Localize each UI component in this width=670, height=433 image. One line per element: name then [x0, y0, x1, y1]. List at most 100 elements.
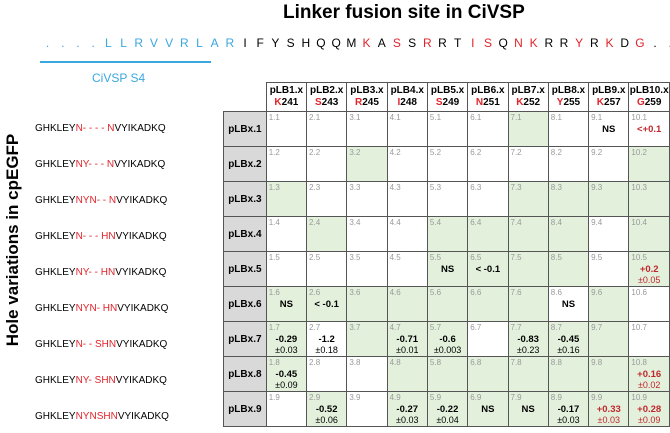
- grid-cell: 10.6: [628, 286, 670, 322]
- grid-cell: 9.4: [588, 216, 630, 252]
- cell-value: -0.71: [396, 334, 419, 345]
- cell-id: 2.1: [309, 113, 321, 122]
- cell-error: ±0.04: [436, 415, 459, 425]
- grid-cell: 1.5: [265, 251, 308, 287]
- column-name: pLB9.x: [592, 85, 626, 96]
- cell-value: -0.29: [275, 334, 298, 345]
- grid-cell: 1.8 -0.45 ±0.09: [265, 356, 308, 392]
- cell-id: 8.7: [550, 323, 562, 332]
- sequence-letter: L: [105, 36, 112, 50]
- column-residue: I248: [388, 97, 427, 109]
- sequence-letter: R: [544, 36, 554, 50]
- cell-id: 6.4: [470, 218, 482, 227]
- sequence-letter: L: [196, 36, 203, 50]
- sequence-letter: K: [605, 36, 614, 50]
- cell-id: 3.8: [349, 358, 361, 367]
- column-residue: Y255: [549, 97, 588, 109]
- sequence-letter: R: [590, 36, 599, 50]
- cell-id: 3.5: [349, 253, 361, 262]
- sequence-part: GHKLEY: [35, 231, 76, 242]
- cell-id: 1.2: [268, 148, 280, 157]
- cell-id: 7.9: [510, 393, 522, 402]
- sequence-letter: Q: [316, 36, 326, 50]
- cell-value: NS: [521, 404, 535, 415]
- grid-row: pLBx.7 1.7 -0.29 ±0.03 2.7 -1.2 ±0.18 3.7 4.7 -0.…: [223, 321, 670, 357]
- cell-id: 1.4: [268, 218, 280, 227]
- column-header: pLB10.x G259: [628, 82, 670, 112]
- grid-cell: 3.3: [346, 181, 388, 217]
- grid-cell: 8.2: [547, 146, 590, 182]
- cell-id: 2.2: [309, 148, 321, 157]
- cell-id: 6.6: [470, 288, 482, 297]
- sequence-letter: S: [484, 36, 493, 50]
- grid-cell: 5.5 NS: [426, 251, 469, 287]
- residue-letter: Y: [556, 97, 564, 108]
- sequence-part: NY- - - N: [75, 159, 115, 170]
- residue-number: 241: [281, 97, 299, 108]
- grid-cell: 6.3: [467, 181, 509, 217]
- grid-cell: 8.8: [547, 356, 590, 392]
- cell-error: ±0.06: [315, 415, 338, 425]
- grid-cell: 8.4: [547, 216, 590, 252]
- column-residue: K252: [509, 97, 548, 109]
- sequence-letter: D: [620, 36, 630, 50]
- grid-cell: 9.1 NS: [588, 111, 630, 147]
- grid-cell: 4.1: [386, 111, 428, 147]
- grid-cell: 1.2: [265, 146, 308, 182]
- grid-cell: 6.1: [467, 111, 509, 147]
- row-label: pLBx.6: [223, 286, 267, 322]
- grid-cell: 10.3: [628, 181, 670, 217]
- column-header: pLB2.x S243: [306, 82, 348, 112]
- cell-id: 6.5: [470, 253, 482, 262]
- grid-cell: 3.6: [346, 286, 388, 322]
- cell-id: 10.4: [631, 218, 647, 227]
- sequence-letter: S: [392, 36, 401, 50]
- cell-id: 10.6: [631, 288, 647, 297]
- sequence-part: GHKLEY: [35, 411, 76, 422]
- grid-cell: 5.3: [426, 181, 469, 217]
- cell-value: -1.2: [318, 334, 335, 345]
- column-header: pLB4.x I248: [386, 82, 428, 112]
- sequence-part: NYNSHN: [75, 411, 118, 422]
- residue-number: 245: [362, 97, 379, 108]
- grid-cell: 10.5 +0.2 ±0.05: [628, 251, 670, 287]
- figure-title: Linker fusion site in CiVSP: [283, 2, 525, 23]
- sequence-letter: Q: [331, 36, 341, 50]
- cell-id: 4.8: [389, 358, 401, 367]
- cell-id: 3.9: [349, 393, 361, 402]
- cell-id: 1.6: [268, 288, 280, 297]
- residue-letter: K: [596, 97, 605, 108]
- sequence-part: VYIKADKQ: [116, 339, 168, 350]
- grid-cell: 4.3: [386, 181, 428, 217]
- sequence-letter: .: [91, 36, 95, 50]
- cell-id: 9.1: [591, 113, 603, 122]
- sequence-part: N- - SHN: [75, 339, 117, 350]
- cell-value: +0.16: [637, 369, 662, 380]
- cell-id: 7.4: [510, 218, 522, 227]
- grid-cell: 6.6: [467, 286, 509, 322]
- sequence-letter: .: [653, 36, 657, 50]
- grid-cell: 7.3: [507, 181, 549, 217]
- cell-id: 8.3: [550, 183, 562, 192]
- cell-id: 4.1: [389, 113, 401, 122]
- grid-cell: 3.9: [346, 391, 388, 427]
- cell-id: 8.4: [550, 218, 562, 227]
- grid-cell: 5.9 -0.22 ±0.04: [426, 391, 469, 427]
- cell-id: 6.1: [470, 113, 482, 122]
- row-sequence: GHKLEYN- - SHNVYIKADKQ: [35, 339, 167, 350]
- cell-value: -0.52: [315, 404, 338, 415]
- cell-id: 5.5: [429, 253, 442, 262]
- residue-letter: S: [435, 97, 443, 108]
- residue-letter: N: [475, 97, 484, 108]
- grid-cell: 1.7 -0.29 ±0.03: [265, 321, 308, 357]
- cell-value: +0.28: [637, 404, 662, 415]
- sequence-letter: V: [149, 36, 158, 50]
- grid-row: pLBx.6 1.6 NS 2.6 < -0.1 3.6 4.6 5.6 6.6 7.6 8.6 NS…: [223, 286, 670, 322]
- cell-id: 8.6: [550, 288, 562, 297]
- residue-number: 243: [321, 97, 339, 108]
- grid-cell: 2.2: [306, 146, 348, 182]
- cell-id: 7.8: [510, 358, 522, 367]
- grid-cell: 2.1: [306, 111, 348, 147]
- cell-id: 1.5: [268, 253, 280, 262]
- sequence-part: GHKLEY: [35, 339, 76, 350]
